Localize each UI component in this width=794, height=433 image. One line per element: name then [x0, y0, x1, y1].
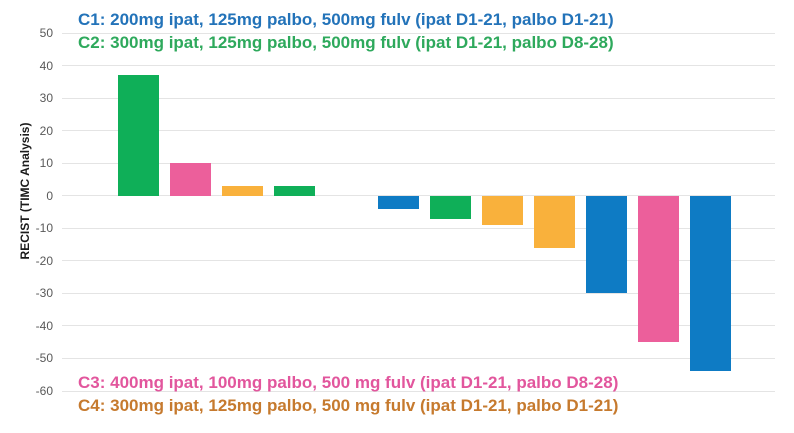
waterfall-bar-11-c3 [637, 195, 679, 343]
legend-line-c4: C4: 300mg ipat, 125mg palbo, 500 mg fulv… [78, 396, 619, 415]
y-tick-label-50: 50 [39, 26, 53, 40]
y-tick-label--40: -40 [35, 318, 53, 333]
legend-bottom: C3: 400mg ipat, 100mg palbo, 500 mg fulv… [78, 371, 618, 417]
waterfall-bar-12-c1 [689, 195, 731, 372]
waterfall-bar-6-c1 [377, 195, 419, 209]
waterfall-bar-2-c3 [169, 163, 211, 196]
legend-line-c1: C1: 200mg ipat, 125mg palbo, 500mg fulv … [78, 10, 614, 29]
y-tick-label-40: 40 [39, 58, 53, 73]
waterfall-bar-8-c4 [481, 195, 523, 225]
plot-area [62, 32, 775, 392]
y-tick-label--50: -50 [35, 351, 53, 366]
y-tick-label-0: 0 [46, 188, 53, 203]
gridline--40 [62, 325, 775, 327]
gridline-10 [62, 162, 775, 164]
gridline-0 [62, 195, 775, 197]
gridline-20 [62, 130, 775, 132]
y-tick-label-20: 20 [39, 123, 53, 138]
waterfall-bar-4-c2 [273, 185, 315, 196]
gridline--20 [62, 260, 775, 262]
waterfall-bar-10-c1 [585, 195, 627, 294]
y-tick-label-30: 30 [39, 91, 53, 106]
waterfall-bar-1-c2 [117, 75, 159, 196]
gridline--60 [62, 390, 775, 392]
gridline--30 [62, 292, 775, 294]
gridline-30 [62, 97, 775, 99]
y-tick-label--60: -60 [35, 384, 53, 398]
gridline-40 [62, 65, 775, 67]
legend-line-c2: C2: 300mg ipat, 125mg palbo, 500mg fulv … [78, 33, 614, 52]
y-tick-label--20: -20 [35, 253, 53, 268]
legend-line-c3: C3: 400mg ipat, 100mg palbo, 500 mg fulv… [78, 373, 619, 392]
waterfall-bar-7-c2 [429, 195, 471, 219]
gridline-50 [62, 32, 775, 34]
gridline--50 [62, 357, 775, 359]
waterfall-bar-9-c4 [533, 195, 575, 248]
gridline--10 [62, 227, 775, 229]
legend-top: C1: 200mg ipat, 125mg palbo, 500mg fulv … [78, 8, 614, 54]
y-tick-label--10: -10 [35, 221, 53, 236]
y-tick-label-10: 10 [39, 156, 53, 171]
waterfall-bar-3-c4 [221, 185, 263, 196]
y-tick-label--30: -30 [35, 286, 53, 301]
